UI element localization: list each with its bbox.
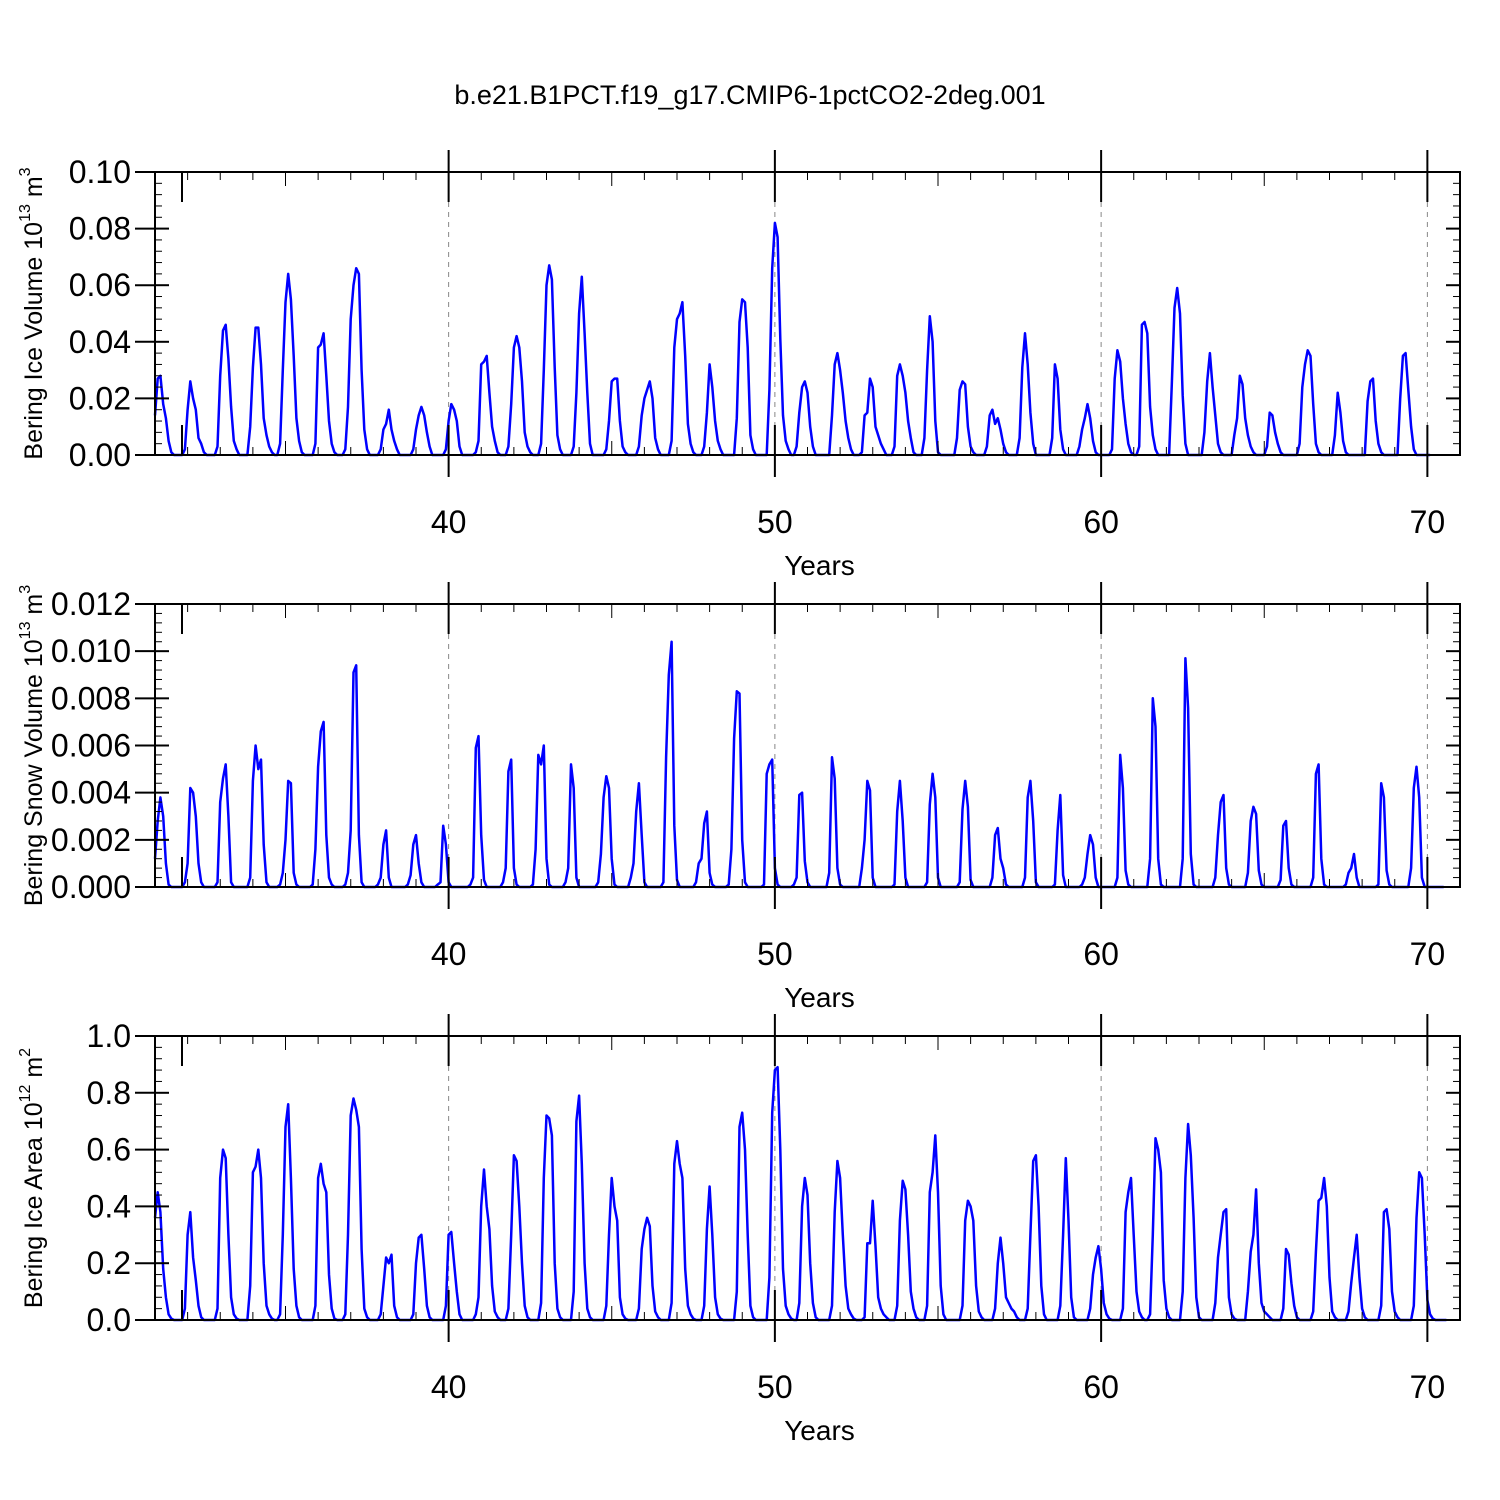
- x-tick-label: 70: [1410, 1369, 1446, 1405]
- plot-frame: [154, 1035, 1461, 1321]
- y-axis-label-space: [20, 1078, 48, 1085]
- y-axis-label-unit-exponent: 3: [17, 585, 34, 594]
- y-tick-label: 0.8: [87, 1075, 131, 1111]
- x-tick-label: 70: [1410, 504, 1446, 540]
- y-tick-labels: 0.000 0.002 0.004 0.006 0.008 0.010 0.012: [51, 586, 131, 905]
- grid-lines: [448, 604, 1428, 887]
- y-axis-label-main: Bering Ice Area 10: [20, 1102, 48, 1308]
- y-axis-label-unit-exponent: 2: [17, 1048, 34, 1057]
- y-tick-label: 0.08: [69, 211, 131, 247]
- panel-ice-volume: 0.000.020.040.060.080.10 40 50 60 70 Years …: [17, 150, 1461, 581]
- x-tick-label: 40: [431, 1369, 467, 1405]
- y-tick-label: 0.10: [69, 154, 131, 190]
- y-tick-label: 0.006: [51, 728, 131, 764]
- x-tick-label: 40: [431, 936, 467, 972]
- y-tick-label: 0.008: [51, 680, 131, 716]
- x-tick-label: 60: [1083, 504, 1119, 540]
- y-tick-label: 0.002: [51, 822, 131, 858]
- y-axis-label-exponent: 13: [17, 621, 34, 639]
- x-tick-labels: 40 50 60 70: [431, 504, 1445, 540]
- y-tick-labels: 0.00 0.02 0.04 0.06 0.08 0.10: [69, 154, 131, 473]
- y-tick-label: 0.012: [51, 586, 131, 622]
- y-tick-labels: 0.0 0.2 0.4 0.6 0.8 1.0: [87, 1018, 131, 1338]
- x-tick-label: 60: [1083, 1369, 1119, 1405]
- x-axis-label: Years: [784, 1415, 855, 1446]
- chart-title: b.e21.B1PCT.f19_g17.CMIP6-1pctCO2-2deg.0…: [454, 80, 1045, 110]
- axis-ticks: [135, 582, 1461, 909]
- y-axis-label-main: Bering Snow Volume 10: [20, 639, 48, 906]
- series-line-ice-volume: [153, 221, 1431, 457]
- y-tick-label: 0.06: [69, 267, 131, 303]
- axis-ticks: [135, 150, 1461, 477]
- x-tick-label: 50: [757, 504, 793, 540]
- x-tick-label: 60: [1083, 936, 1119, 972]
- y-axis-label-space: [20, 615, 48, 622]
- y-axis-label-exponent: 13: [17, 204, 34, 222]
- y-tick-label: 0.02: [69, 380, 131, 416]
- y-axis-label-main: Bering Ice Volume 10: [20, 222, 48, 460]
- grid-lines: [448, 1036, 1428, 1320]
- series-line-ice-area: [153, 1065, 1447, 1322]
- y-axis-label-space: [20, 197, 48, 204]
- y-axis-label-unit: m: [20, 1057, 48, 1078]
- y-tick-label: 0.4: [87, 1188, 131, 1224]
- panel-ice-area: 0.0 0.2 0.4 0.6 0.8 1.0 40 50 60 70 Years Bering…: [17, 1014, 1461, 1446]
- y-tick-label: 0.2: [87, 1245, 131, 1281]
- x-axis-label: Years: [784, 982, 855, 1013]
- y-tick-label: 0.04: [69, 324, 131, 360]
- x-tick-label: 50: [757, 936, 793, 972]
- y-axis-label: Bering Ice Volume 1013 m3: [17, 167, 48, 459]
- y-tick-label: 1.0: [87, 1018, 131, 1054]
- y-tick-label: 0.010: [51, 633, 131, 669]
- x-tick-label: 50: [757, 1369, 793, 1405]
- axis-ticks: [135, 1014, 1461, 1342]
- y-tick-label: 0.000: [51, 869, 131, 905]
- grid-lines: [448, 172, 1428, 455]
- panel-snow-volume: 0.000 0.002 0.004 0.006 0.008 0.010 0.012 40 50…: [17, 582, 1461, 1013]
- y-axis-label-unit: m: [20, 176, 48, 197]
- y-tick-label: 0.0: [87, 1302, 131, 1338]
- y-tick-label: 0.6: [87, 1132, 131, 1168]
- y-tick-label: 0.004: [51, 775, 131, 811]
- y-axis-label-unit: m: [20, 594, 48, 615]
- x-tick-label: 70: [1410, 936, 1446, 972]
- y-axis-label: Bering Ice Area 1012 m2: [17, 1048, 48, 1308]
- y-axis-label: Bering Snow Volume 1013 m3: [17, 585, 48, 906]
- y-tick-label: 0.00: [69, 437, 131, 473]
- series-line-snow-volume: [153, 640, 1444, 889]
- x-tick-labels: 40 50 60 70: [431, 1369, 1445, 1405]
- x-tick-labels: 40 50 60 70: [431, 936, 1445, 972]
- y-axis-label-exponent: 12: [17, 1084, 34, 1102]
- y-axis-label-unit-exponent: 3: [17, 167, 34, 176]
- x-axis-label: Years: [784, 550, 855, 581]
- x-tick-label: 40: [431, 504, 467, 540]
